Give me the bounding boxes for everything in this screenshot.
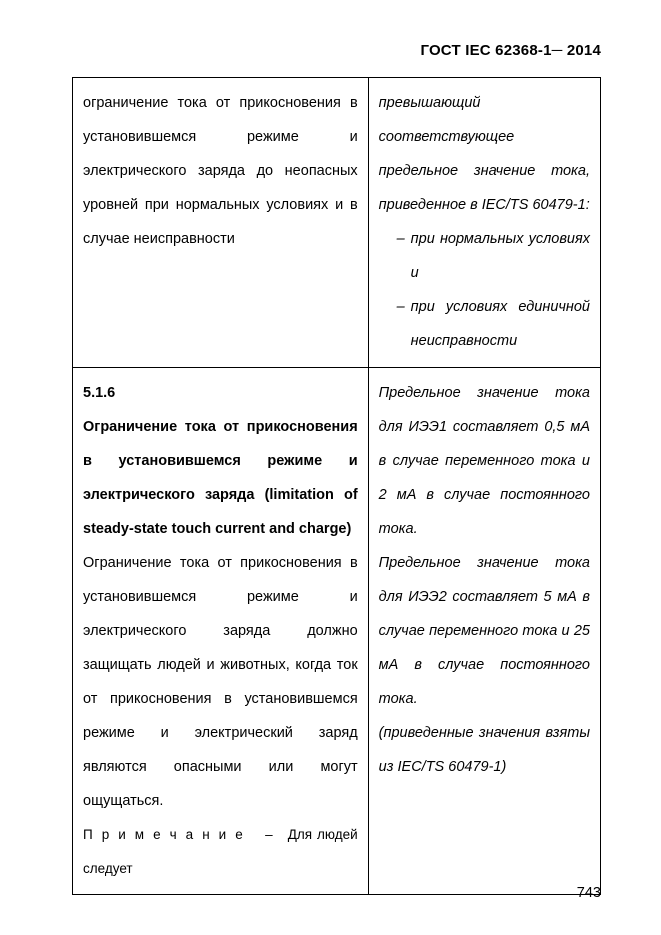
left-text-1: ограничение тока от прикосновения в уста… xyxy=(83,86,358,256)
bullet-list: при нормальных условиях и при условиях е… xyxy=(379,222,590,358)
note-dash-sym: – xyxy=(265,827,273,842)
cell-left-2: 5.1.6 Ограничение тока от прикосновения … xyxy=(73,367,369,895)
header-dash: ─ xyxy=(552,42,563,59)
right-intro-1: превышающий соответствующее предельное з… xyxy=(379,86,590,222)
standard-year: 2014 xyxy=(567,42,601,59)
note-dash xyxy=(250,827,265,842)
page-number: 743 xyxy=(577,885,601,901)
standard-code: ГОСТ IEC 62368-1 xyxy=(420,42,551,59)
note-label: П р и м е ч а н и е xyxy=(83,827,245,842)
content-table: ограничение тока от прикосновения в уста… xyxy=(72,77,601,895)
right-p1: Предельное значение тока для ИЭЭ1 состав… xyxy=(379,376,590,546)
section-title: Ограничение тока от прикосновения в уста… xyxy=(83,410,358,546)
bullet-item-2: при условиях единичной неисправности xyxy=(397,290,590,358)
cell-right-2: Предельное значение тока для ИЭЭ1 состав… xyxy=(368,367,600,895)
cell-left-1: ограничение тока от прикосновения в уста… xyxy=(73,78,369,368)
left-body-2: Ограничение тока от прикосновения в уста… xyxy=(83,546,358,819)
page-header: ГОСТ IEC 62368-1─ 2014 xyxy=(72,42,601,59)
section-number: 5.1.6 xyxy=(83,376,358,410)
table-row: 5.1.6 Ограничение тока от прикосновения … xyxy=(73,367,601,895)
bullet-item-1: при нормальных условиях и xyxy=(397,222,590,290)
table-row: ограничение тока от прикосновения в уста… xyxy=(73,78,601,368)
right-p3: (приведенные значения взяты из IEC/TS 60… xyxy=(379,716,590,784)
cell-right-1: превышающий соответствующее предельное з… xyxy=(368,78,600,368)
note-line: П р и м е ч а н и е – Для людей следует xyxy=(83,818,358,886)
right-p2: Предельное значение тока для ИЭЭ2 состав… xyxy=(379,546,590,716)
